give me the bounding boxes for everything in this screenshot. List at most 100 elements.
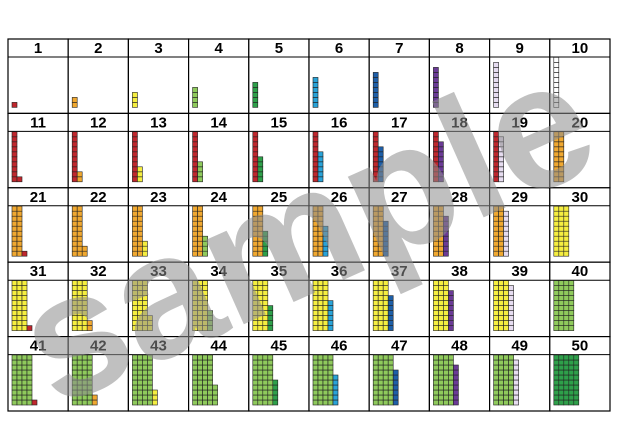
block-cell (21, 384, 28, 391)
block-cell (377, 325, 384, 331)
block-cell (332, 379, 339, 386)
block-cell (498, 290, 504, 296)
block-cell (438, 280, 444, 286)
block-cell (262, 374, 269, 381)
block-cell (568, 354, 575, 361)
block-cell (443, 325, 449, 331)
block-cell (453, 399, 459, 406)
block-cell (71, 161, 78, 168)
block-cell (387, 315, 394, 321)
block-cell (558, 250, 565, 257)
block-cell (433, 320, 439, 326)
block-cell (568, 310, 575, 316)
block-cell (31, 399, 38, 406)
block-cell (433, 131, 439, 138)
block-cell (372, 374, 379, 381)
block-cell (317, 374, 324, 381)
card-number: 6 (335, 40, 343, 57)
block-cell (392, 379, 399, 386)
block-cell (132, 151, 138, 158)
block-cell (202, 235, 208, 242)
block-cell (71, 141, 78, 148)
block-cell (71, 220, 78, 227)
block-cell (207, 394, 213, 401)
block-cell (26, 325, 33, 331)
block-cell (433, 389, 439, 396)
block-cell (503, 384, 509, 391)
block-cell (503, 325, 509, 331)
block-cell (568, 325, 575, 331)
block-cell (493, 285, 499, 291)
block-cell (498, 136, 504, 143)
block-cell (448, 374, 454, 381)
block-cell (553, 399, 560, 406)
block-cell (387, 320, 394, 326)
block-cell (212, 394, 218, 401)
block-cell (563, 379, 570, 386)
block-cell (568, 379, 575, 386)
block-cell (558, 285, 565, 291)
block-cell (262, 364, 269, 371)
block-cell (558, 240, 565, 247)
block-cell (21, 364, 28, 371)
block-cell (76, 176, 83, 183)
block-cell (508, 384, 514, 391)
block-cell (553, 235, 560, 242)
block-cell (553, 240, 560, 247)
block-cell (558, 310, 565, 316)
block-cell (11, 359, 18, 366)
number-card: 8 (428, 38, 491, 115)
block-cell (11, 215, 18, 222)
block-cell (372, 315, 379, 321)
block-cell (438, 384, 444, 391)
block-cell (563, 325, 570, 331)
block-cell (433, 384, 439, 391)
block-cell (71, 156, 78, 163)
block-cell (11, 146, 18, 153)
block-cell (558, 399, 565, 406)
block-cell (493, 389, 499, 396)
block-cell (558, 389, 565, 396)
block-cell (382, 220, 389, 227)
number-card: 10 (549, 38, 611, 115)
block-cell (81, 245, 88, 252)
block-cell (71, 102, 78, 108)
block-cell (558, 290, 565, 296)
block-cell (382, 310, 389, 316)
block-cell (503, 305, 509, 311)
block-cell (573, 354, 580, 361)
block-cell (21, 379, 28, 386)
block-cell (387, 384, 394, 391)
block-cell (16, 220, 23, 227)
block-cell (257, 156, 264, 163)
block-cell (267, 354, 274, 361)
block-cell (498, 359, 504, 366)
block-cell (16, 364, 23, 371)
block-cell (433, 315, 439, 321)
block-cell (382, 315, 389, 321)
block-cell (252, 92, 259, 98)
block-cell (503, 379, 509, 386)
block-cell (11, 161, 18, 168)
block-cell (132, 141, 138, 148)
block-cell (568, 384, 575, 391)
block-cell (257, 364, 264, 371)
number-card: 21 (7, 187, 69, 263)
block-cell (382, 320, 389, 326)
block-cell (563, 205, 570, 212)
card-number: 45 (271, 338, 288, 355)
card-border (489, 38, 551, 115)
block-cell (26, 394, 33, 401)
block-cell (553, 364, 560, 371)
block-cell (132, 136, 138, 143)
block-cell (132, 176, 138, 183)
block-cell (11, 394, 18, 401)
card-number: 25 (271, 189, 288, 206)
block-cell (86, 354, 93, 361)
block-cell (16, 389, 23, 396)
block-cell (453, 394, 459, 401)
number-card: 46 (308, 336, 370, 412)
block-cell (498, 315, 504, 321)
block-cell (433, 364, 439, 371)
block-cell (257, 399, 264, 406)
